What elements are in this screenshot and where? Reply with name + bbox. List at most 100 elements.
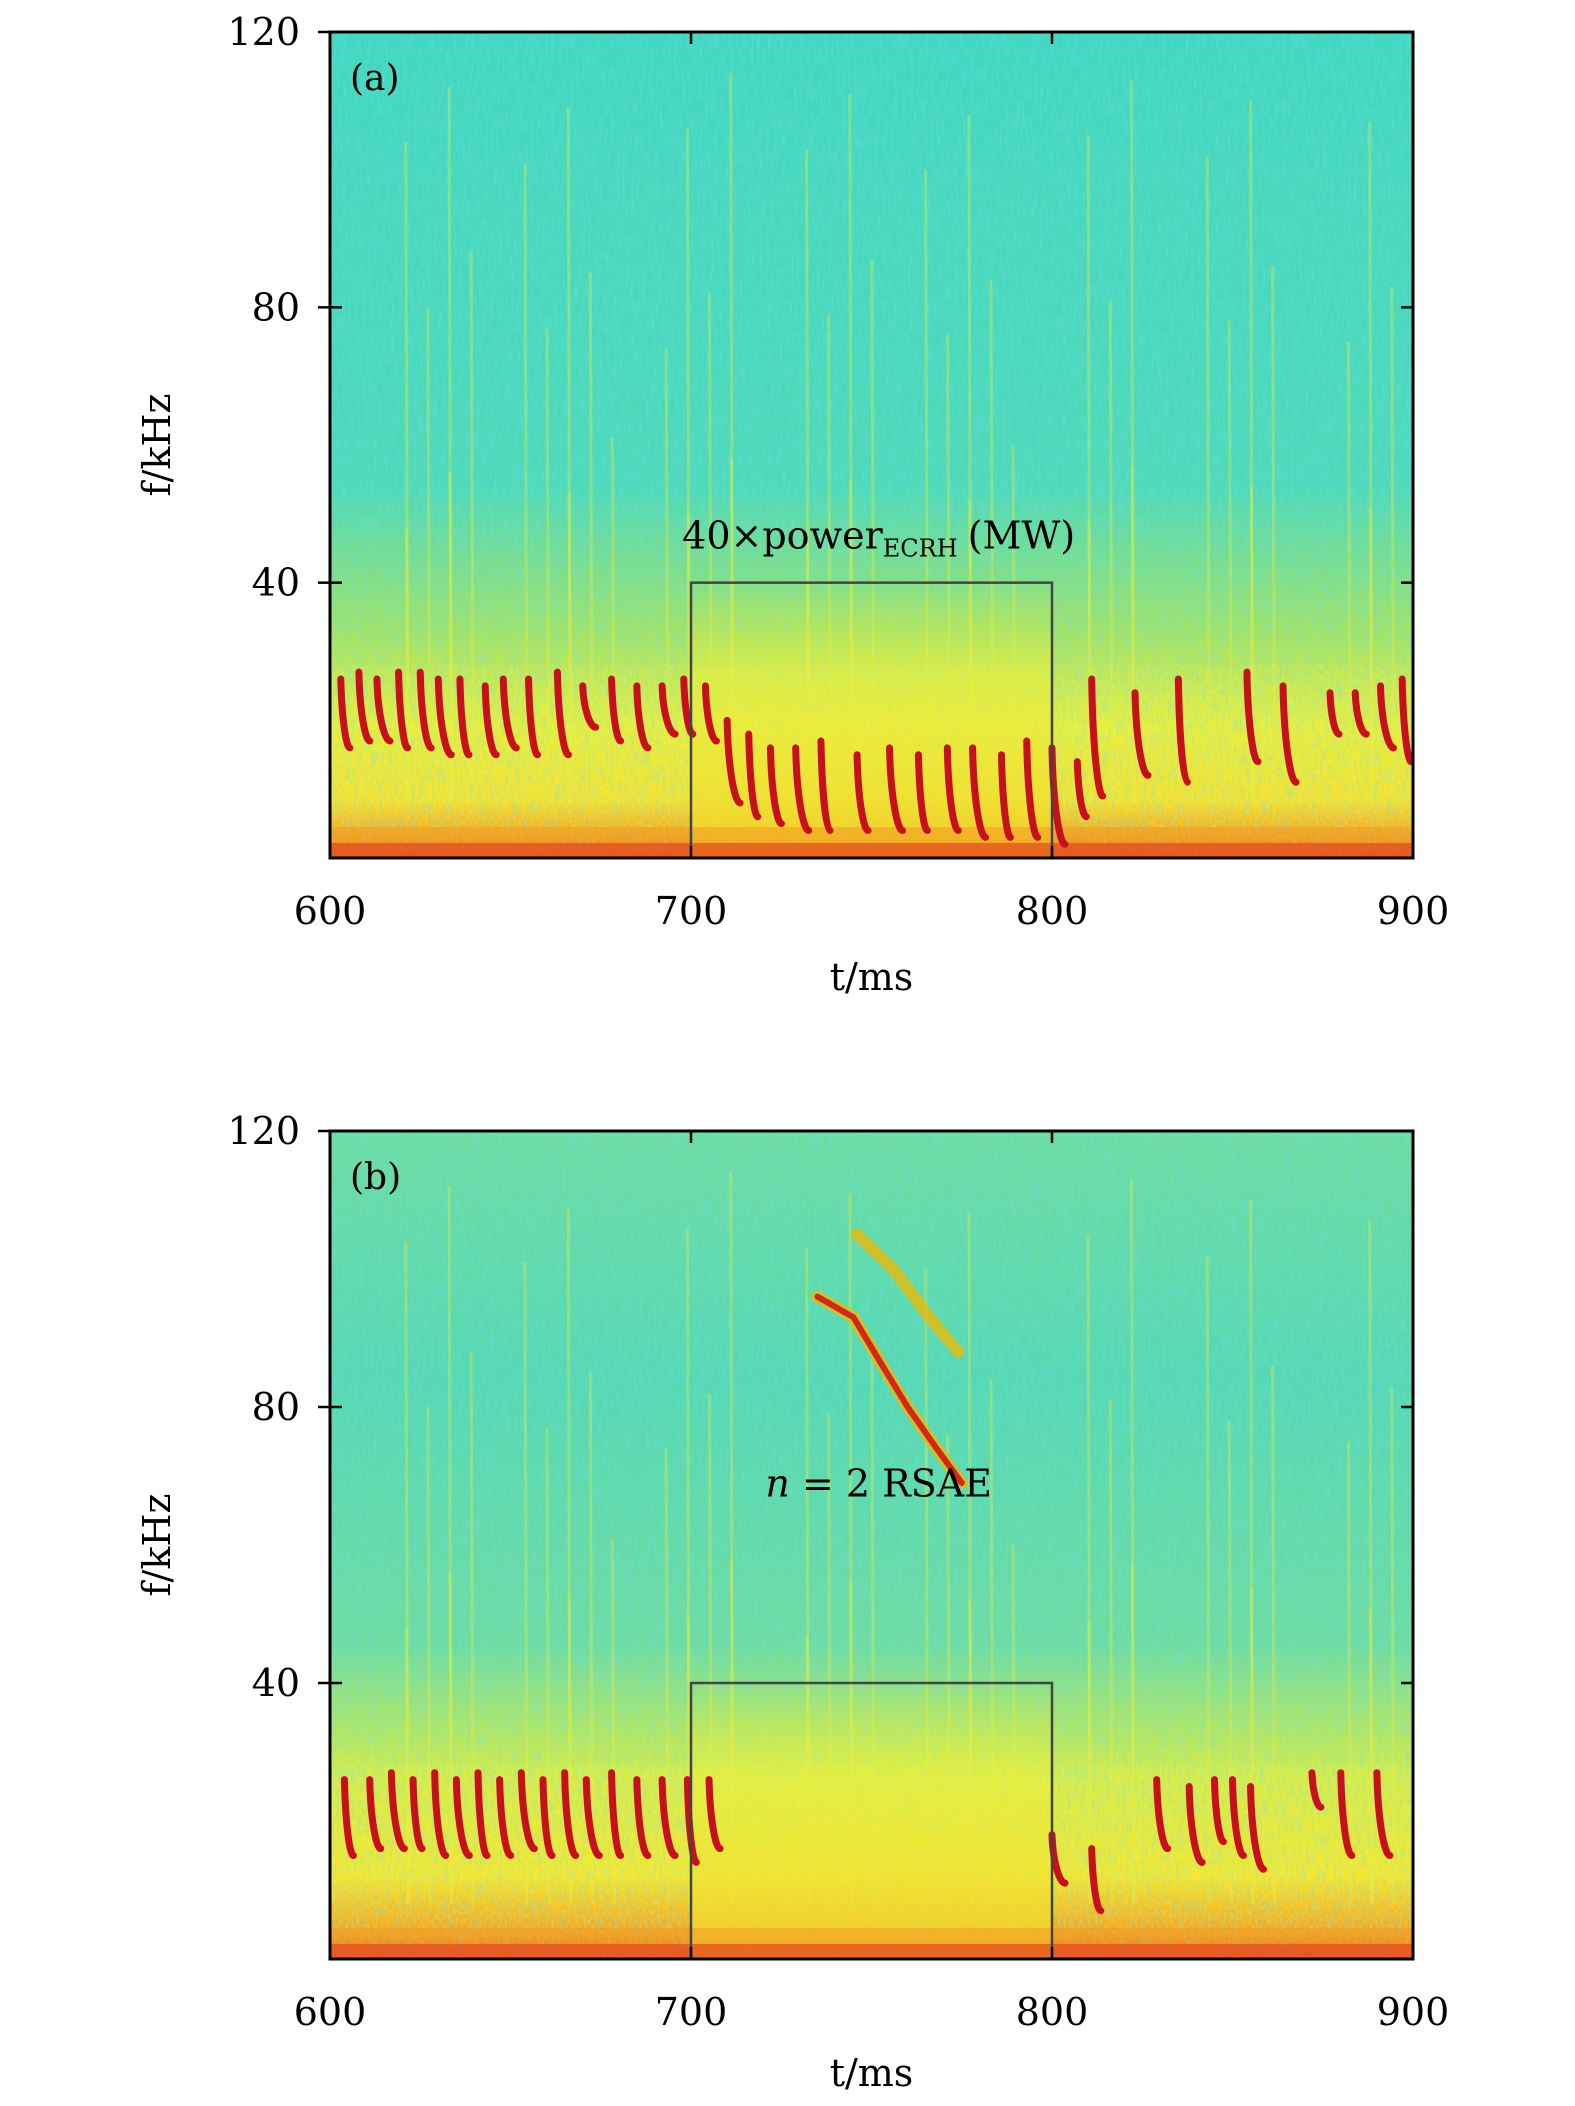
spectrogram-streak: [426, 307, 432, 803]
low-band: [330, 827, 1413, 843]
spectrogram-streak: [404, 142, 410, 803]
spectrogram-streak: [405, 1627, 411, 1904]
chirp-mode: [633, 1776, 652, 1859]
ecrh-glow: [691, 1683, 1052, 1959]
y-tick-label: 40: [252, 1661, 300, 1705]
x-tick-label: 800: [1016, 889, 1089, 933]
spectrogram-streak: [1368, 121, 1374, 803]
chirp-mode: [474, 1769, 491, 1859]
chirp-mode: [373, 675, 394, 745]
annotation-number: 40: [682, 513, 730, 557]
chirp-mode: [452, 1776, 473, 1859]
chirp-mode: [1373, 1769, 1394, 1859]
chirp-mode: [1247, 1783, 1268, 1873]
spectrogram-streak: [545, 327, 551, 803]
chirp-mode: [633, 682, 652, 752]
spectrogram-streak: [1368, 1220, 1374, 1904]
chirp-mode: [658, 682, 679, 738]
chirp-mode: [1326, 689, 1343, 738]
spectrogram-streak: [1130, 465, 1136, 803]
chirp-mode: [366, 1776, 385, 1853]
x-tick-label: 800: [1016, 1990, 1089, 2034]
chirp-mode: [340, 1776, 357, 1859]
chirp-mode: [355, 668, 374, 745]
spectrogram-streak: [1227, 1420, 1233, 1904]
chirp-mode: [745, 730, 762, 821]
ecrh-glow: [691, 582, 1052, 858]
spectrogram: [330, 32, 1413, 858]
chirp-mode: [481, 682, 500, 759]
chirp-mode: [701, 682, 720, 745]
chirp-mode: [517, 1769, 538, 1853]
chirp-mode: [608, 1769, 625, 1859]
spectrogram-streak: [447, 87, 453, 803]
annotation: n = 2 RSAE: [765, 1462, 992, 1506]
chirp-mode: [416, 668, 435, 752]
chirp-mode: [1073, 758, 1090, 821]
chirp-mode: [1398, 675, 1413, 766]
chirp-mode: [1337, 1769, 1356, 1859]
spectrogram-streak: [523, 1262, 529, 1904]
chirp-mode: [395, 668, 412, 752]
y-tick-label: 40: [252, 561, 300, 605]
spectrogram-streak: [404, 1241, 410, 1904]
chirp-mode: [723, 716, 744, 807]
x-axis-label: t/ms: [830, 955, 914, 999]
spectrogram-streak: [588, 272, 594, 803]
spectrogram-streak: [1390, 1386, 1396, 1904]
x-tick-label: 600: [294, 889, 367, 933]
spectrogram-streak: [426, 1406, 432, 1904]
chirp-mode: [1210, 1776, 1227, 1846]
x-tick-label: 700: [655, 889, 728, 933]
chirp-mode: [1243, 668, 1262, 766]
chirp-mode: [1377, 682, 1398, 752]
spectrogram-streak: [1086, 1234, 1092, 1904]
chirp-mode: [499, 675, 520, 752]
spectrogram-streak: [405, 527, 411, 803]
spectrogram-streak: [566, 107, 572, 803]
chirp-mode: [1185, 1783, 1206, 1866]
x-tick-label: 600: [294, 1990, 367, 2034]
spectrogram-streak: [610, 438, 616, 803]
spectrogram-streak: [469, 252, 475, 803]
rsae-faint-branch: [851, 1228, 965, 1358]
spectrogram-streak: [1129, 1179, 1135, 1904]
spectrogram-streak: [1271, 1365, 1277, 1904]
chirp-mode: [496, 1776, 515, 1859]
spectrogram-streak: [1108, 300, 1114, 803]
plot-frame: [328, 1129, 1415, 1961]
spectrogram-streak: [1108, 1400, 1114, 1904]
spectrogram-streak: [567, 1593, 573, 1904]
chirp-mode: [561, 1769, 580, 1859]
spectrogram-streak: [664, 348, 670, 803]
chirp-mode: [792, 744, 813, 834]
chirp-mode: [431, 1769, 450, 1859]
chirp-mode: [943, 744, 962, 834]
x-axis-label: t/ms: [830, 2051, 914, 2095]
annotation: 40×powerECRH (MW): [682, 513, 1075, 562]
spectrogram-streak: [1346, 341, 1352, 803]
chirp-mode: [1308, 1769, 1325, 1811]
spectrogram-streak: [447, 1186, 453, 1904]
chirp-mode: [1153, 1776, 1172, 1853]
spectrogram: [330, 1131, 1413, 1959]
spectrogram-streak: [448, 1572, 454, 1904]
y-tick-label: 80: [252, 285, 300, 329]
annotation-subscript: ECRH: [883, 534, 958, 562]
y-tick-label: 120: [227, 10, 300, 54]
chirp-mode: [553, 668, 572, 759]
chirp-mode: [969, 744, 990, 841]
chirp-mode: [525, 675, 542, 759]
chirp-mode: [705, 1776, 724, 1853]
spectrogram-streak: [1368, 506, 1374, 803]
chirp-mode: [337, 675, 354, 752]
panel-label: (b): [350, 1157, 401, 1198]
annotation-unit: (MW): [968, 513, 1076, 557]
chirp-mode: [1279, 682, 1300, 786]
spectrogram-streak: [1087, 520, 1093, 803]
spectrogram-streak: [1205, 155, 1211, 803]
spectrogram-streak: [448, 472, 454, 803]
x-tick-label: 700: [655, 1990, 728, 2034]
x-tick-label: 900: [1377, 889, 1450, 933]
